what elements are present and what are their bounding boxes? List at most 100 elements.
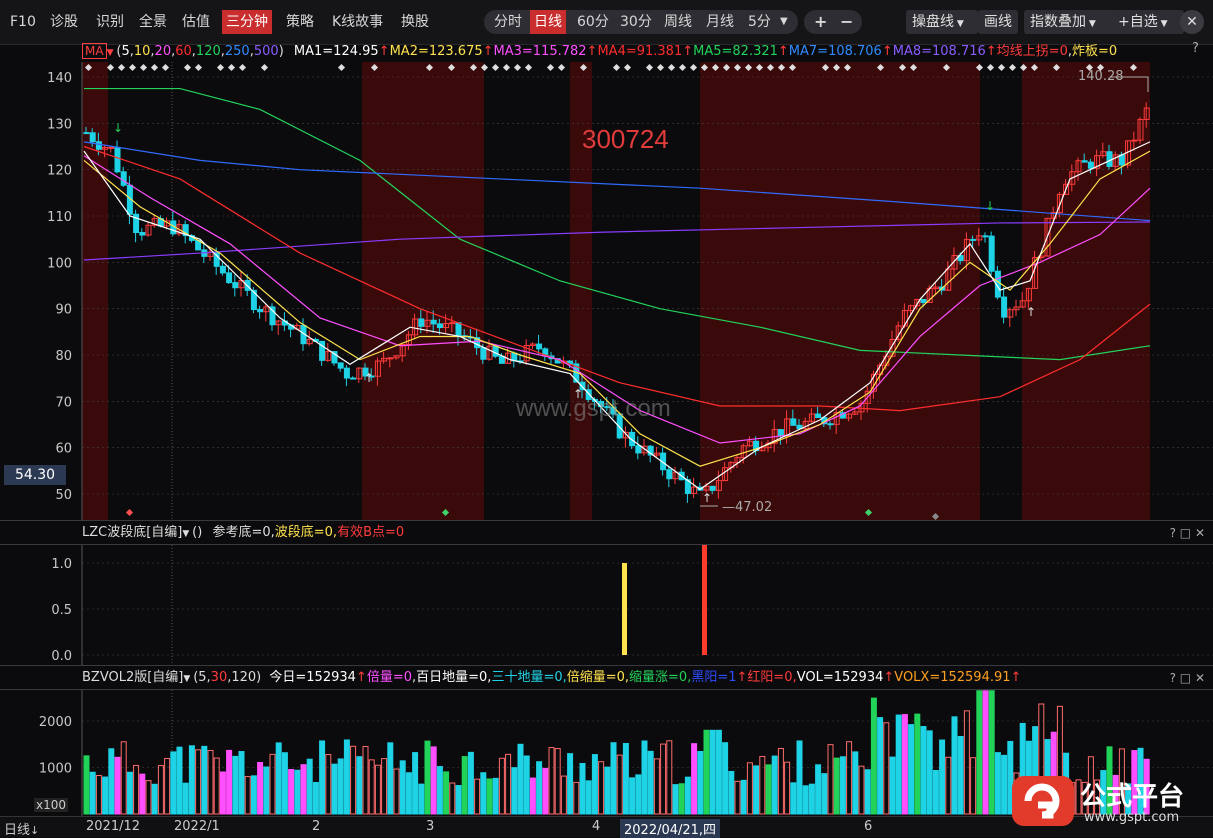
volume-bar bbox=[1075, 779, 1082, 815]
volume-bar bbox=[399, 760, 406, 815]
period-label[interactable]: 日线↓ bbox=[4, 823, 40, 838]
volume-bar bbox=[771, 755, 778, 815]
volume-bar bbox=[889, 756, 896, 815]
candle-body bbox=[263, 306, 270, 313]
signal-diamond bbox=[700, 63, 709, 72]
volume-bar bbox=[182, 782, 189, 815]
toolbar-panorama[interactable]: 全景 bbox=[139, 14, 167, 30]
signal-diamond bbox=[986, 63, 995, 72]
volume-bar bbox=[536, 761, 543, 815]
vol-panel-controls[interactable]: ? □ ✕ bbox=[1169, 671, 1205, 685]
volume-bar bbox=[585, 780, 592, 815]
add-favorite-button[interactable]: +自选 ▼ bbox=[1112, 10, 1184, 34]
candle-body bbox=[430, 319, 437, 325]
vol-thirty: 三十地量=0, bbox=[491, 670, 567, 685]
signal-diamond bbox=[678, 63, 687, 72]
signal-diamond bbox=[843, 63, 852, 72]
volume-bar bbox=[796, 740, 803, 815]
toolbar-kline-story[interactable]: K线故事 bbox=[332, 14, 384, 30]
candle-body bbox=[951, 255, 958, 270]
volume-bar bbox=[691, 743, 698, 815]
volume-bar bbox=[759, 755, 766, 815]
volume-bar bbox=[790, 782, 797, 815]
volume-bar bbox=[108, 748, 115, 815]
y-tick-label: 70 bbox=[55, 395, 72, 410]
volume-bar bbox=[1106, 746, 1113, 815]
chevron-down-icon[interactable]: ▼ bbox=[106, 48, 117, 58]
current-price-tag: 54.30 bbox=[4, 465, 66, 485]
candle-body bbox=[920, 298, 927, 303]
candle-body bbox=[790, 418, 797, 426]
ma2-value: MA2=123.675 bbox=[389, 44, 483, 59]
period-timeshare[interactable]: 分时 bbox=[494, 14, 522, 30]
date-axis: 日线↓ 2021/12 2022/1 2 3 4 2022/04/21,四 6 bbox=[0, 816, 1213, 838]
volume-bar bbox=[858, 765, 865, 815]
candle-body bbox=[784, 418, 791, 437]
period-5min[interactable]: 5分 bbox=[748, 14, 771, 30]
ma-tag[interactable]: MA bbox=[82, 43, 107, 59]
lzc-indicator-header: LZC波段底[自编]▼ () 参考底=0,波段底=0,有效B点=0 bbox=[82, 522, 404, 544]
volume-bar bbox=[641, 740, 648, 815]
period-monthly[interactable]: 月线 bbox=[706, 14, 734, 30]
draw-line-button[interactable]: 画线 bbox=[978, 10, 1018, 34]
lzc-panel-controls[interactable]: ? □ ✕ bbox=[1169, 526, 1205, 540]
candle-body bbox=[443, 323, 450, 329]
candle-body bbox=[1075, 160, 1082, 173]
volume-bar bbox=[436, 766, 443, 815]
candle-body bbox=[684, 479, 691, 494]
period-30min[interactable]: 30分 bbox=[620, 14, 652, 30]
chevron-down-icon[interactable]: ▼ bbox=[182, 529, 193, 539]
candle-body bbox=[219, 265, 226, 274]
toolbar-diagnose[interactable]: 诊股 bbox=[50, 14, 78, 30]
period-weekly[interactable]: 周线 bbox=[664, 14, 692, 30]
period-dropdown-icon[interactable]: ▼ bbox=[780, 16, 788, 27]
volume-bar bbox=[573, 781, 580, 815]
index-overlay-button[interactable]: 指数叠加 ▼ bbox=[1024, 10, 1116, 34]
ma-param-250: 250 bbox=[224, 44, 250, 59]
candle-body bbox=[635, 445, 642, 454]
y-tick-label: 1000 bbox=[39, 762, 72, 777]
volume-bar bbox=[815, 764, 822, 815]
volume-bar bbox=[480, 772, 487, 815]
signal-diamond bbox=[480, 63, 489, 72]
period-daily[interactable]: 日线 bbox=[530, 10, 566, 34]
toolbar-strategy[interactable]: 策略 bbox=[286, 14, 314, 30]
volume-bar bbox=[746, 762, 753, 815]
toolbar-three-minutes[interactable]: 三分钟 bbox=[222, 10, 272, 34]
volume-bar bbox=[474, 778, 481, 815]
toolbar-switch-stock[interactable]: 换股 bbox=[401, 14, 429, 30]
volume-bar bbox=[1143, 758, 1150, 815]
signal-diamond bbox=[117, 63, 126, 72]
toolbar-identify[interactable]: 识别 bbox=[96, 14, 124, 30]
toolbar-valuation[interactable]: 估值 bbox=[182, 14, 210, 30]
vol-double: 倍量=0 bbox=[366, 670, 412, 685]
zoom-in-button[interactable]: + bbox=[814, 12, 828, 31]
toolbar-f10[interactable]: F10 bbox=[10, 14, 36, 30]
period-60min[interactable]: 60分 bbox=[577, 14, 609, 30]
volume-bar bbox=[982, 690, 989, 815]
candle-body bbox=[418, 318, 425, 327]
volume-bar bbox=[281, 752, 288, 815]
volume-chart[interactable]: 2000 1000 bbox=[0, 690, 1213, 816]
candle-body bbox=[356, 367, 363, 380]
candle-body bbox=[808, 413, 815, 422]
help-icon[interactable]: ? bbox=[1192, 41, 1199, 56]
volume-bar bbox=[244, 776, 251, 815]
volume-bar bbox=[994, 752, 1001, 815]
ma10-line bbox=[83, 150, 1151, 467]
volume-bar bbox=[139, 773, 146, 815]
chevron-down-icon[interactable]: ▼ bbox=[183, 674, 194, 684]
pan-line-button[interactable]: 操盘线 ▼ bbox=[906, 10, 978, 34]
lzc-indicator-chart[interactable]: 1.0 0.5 0.0 bbox=[0, 545, 1213, 665]
date-tick: 3 bbox=[426, 819, 435, 834]
vol-title[interactable]: BZVOL2版[自编] bbox=[82, 670, 184, 685]
high-marker-line bbox=[1110, 76, 1149, 92]
zoom-out-button[interactable]: − bbox=[840, 12, 854, 31]
close-icon[interactable]: ✕ bbox=[1180, 10, 1204, 34]
ma7-value: MA7=108.706 bbox=[788, 44, 882, 59]
volume-bar bbox=[895, 714, 902, 815]
lzc-title[interactable]: LZC波段底[自编] bbox=[82, 525, 183, 540]
signal-diamond bbox=[755, 63, 764, 72]
candle-body bbox=[331, 351, 338, 364]
